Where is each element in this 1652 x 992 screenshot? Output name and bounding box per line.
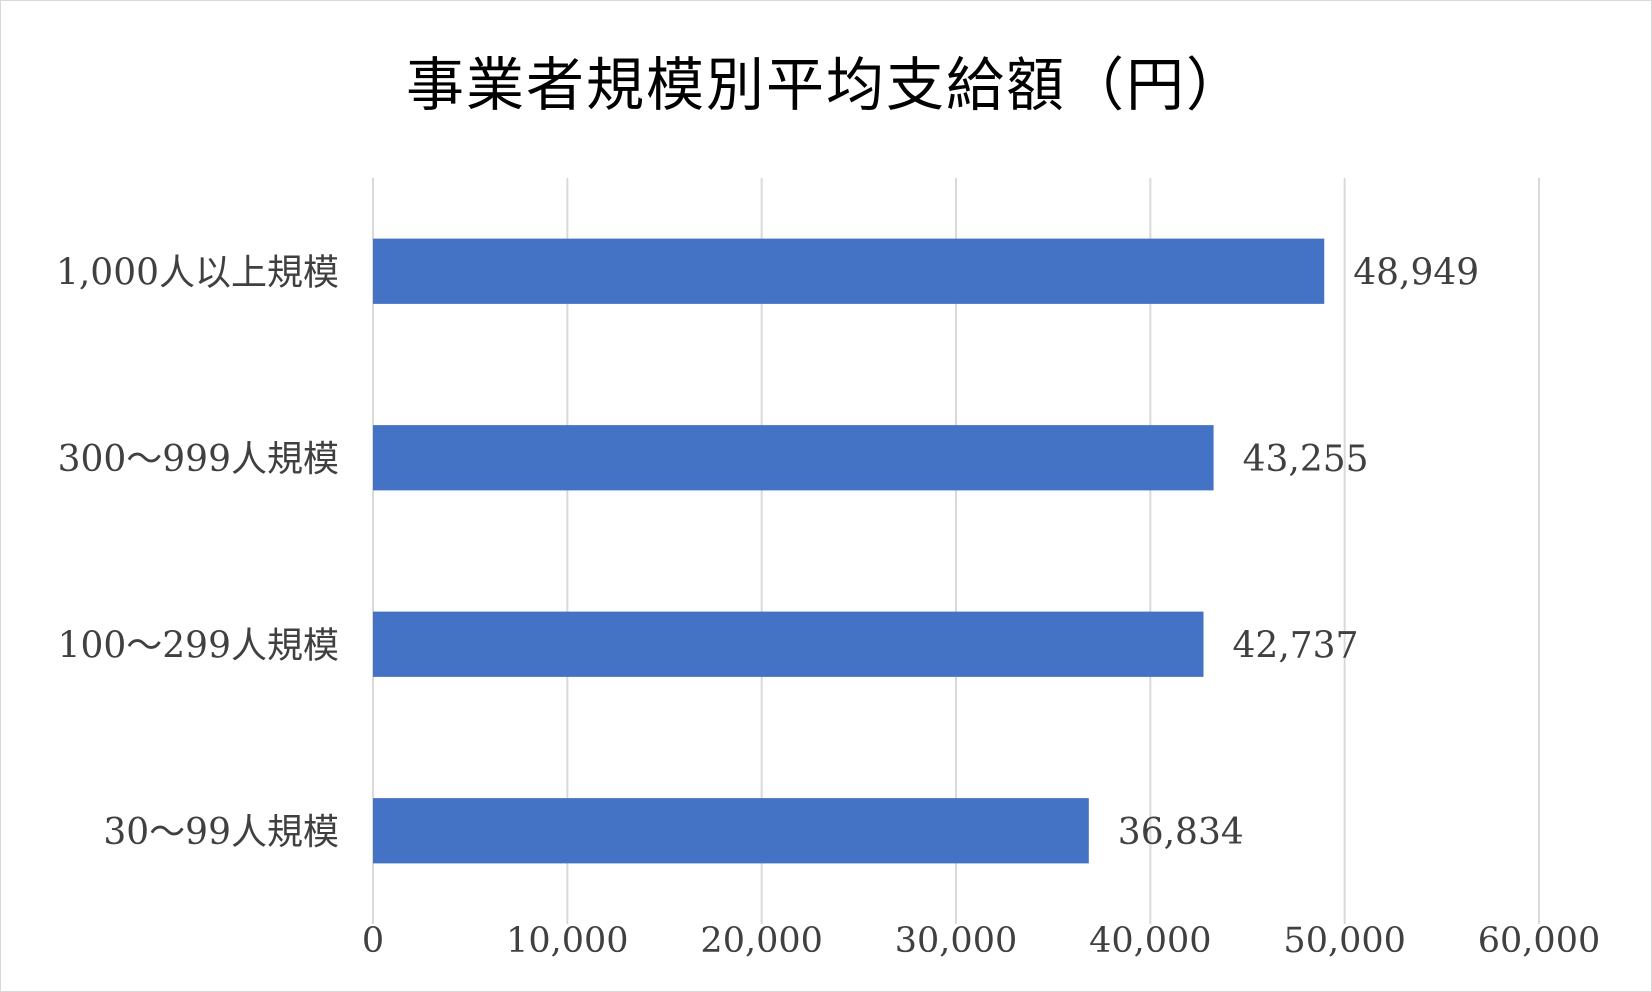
x-tick-label: 40,000 [1089,921,1211,961]
x-tick-label: 10,000 [506,921,628,961]
bar [373,238,1325,304]
x-tick-label: 20,000 [700,921,822,961]
data-label: 43,255 [1243,439,1369,480]
data-label: 48,949 [1353,252,1479,293]
category-label: 30～99人規模 [103,812,339,853]
x-tick-label: 30,000 [895,921,1017,961]
bars [373,238,1325,864]
category-label: 300～999人規模 [58,439,339,480]
data-label: 36,834 [1118,812,1244,853]
bar [373,798,1089,864]
x-tick-label: 50,000 [1283,921,1405,961]
x-tick-label: 60,000 [1478,921,1600,961]
category-label: 1,000人以上規模 [56,252,339,293]
data-label: 42,737 [1233,625,1359,666]
chart-title: 事業者規模別平均支給額（円） [405,51,1246,119]
bar [373,611,1204,677]
x-tick-label: 0 [362,921,384,961]
labels: 0 10,000 20,000 30,000 40,000 50,000 60,000 1,0… [56,252,1600,961]
category-label: 100～299人規模 [58,625,339,666]
bar [373,425,1214,491]
